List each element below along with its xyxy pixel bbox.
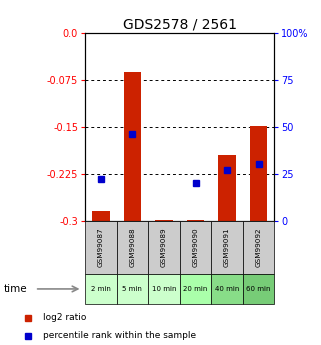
Text: 40 min: 40 min	[215, 286, 239, 292]
Text: 10 min: 10 min	[152, 286, 176, 292]
Bar	[117, 221, 148, 274]
Text: GSM99088: GSM99088	[129, 228, 135, 267]
Bar	[243, 274, 274, 304]
Bar	[180, 274, 211, 304]
Bar	[148, 274, 180, 304]
Text: percentile rank within the sample: percentile rank within the sample	[43, 331, 196, 340]
Text: GSM99089: GSM99089	[161, 228, 167, 267]
Bar	[155, 219, 173, 221]
Bar	[218, 155, 236, 221]
Bar	[117, 274, 148, 304]
Bar	[92, 211, 109, 221]
Text: log2 ratio: log2 ratio	[43, 313, 86, 322]
Bar	[211, 221, 243, 274]
Bar	[85, 221, 117, 274]
Text: GSM99090: GSM99090	[193, 228, 199, 267]
Text: GSM99087: GSM99087	[98, 228, 104, 267]
Bar	[243, 221, 274, 274]
Bar	[211, 274, 243, 304]
Text: 5 min: 5 min	[123, 286, 142, 292]
Bar	[85, 274, 117, 304]
Bar	[148, 221, 180, 274]
Bar	[250, 126, 267, 221]
Bar	[180, 221, 211, 274]
Text: GSM99092: GSM99092	[256, 228, 262, 267]
Text: time: time	[3, 284, 27, 294]
Text: 60 min: 60 min	[247, 286, 271, 292]
Text: 2 min: 2 min	[91, 286, 111, 292]
Text: 20 min: 20 min	[183, 286, 208, 292]
Bar	[124, 72, 141, 221]
Text: GSM99091: GSM99091	[224, 228, 230, 267]
Title: GDS2578 / 2561: GDS2578 / 2561	[123, 18, 237, 32]
Bar	[187, 219, 204, 221]
